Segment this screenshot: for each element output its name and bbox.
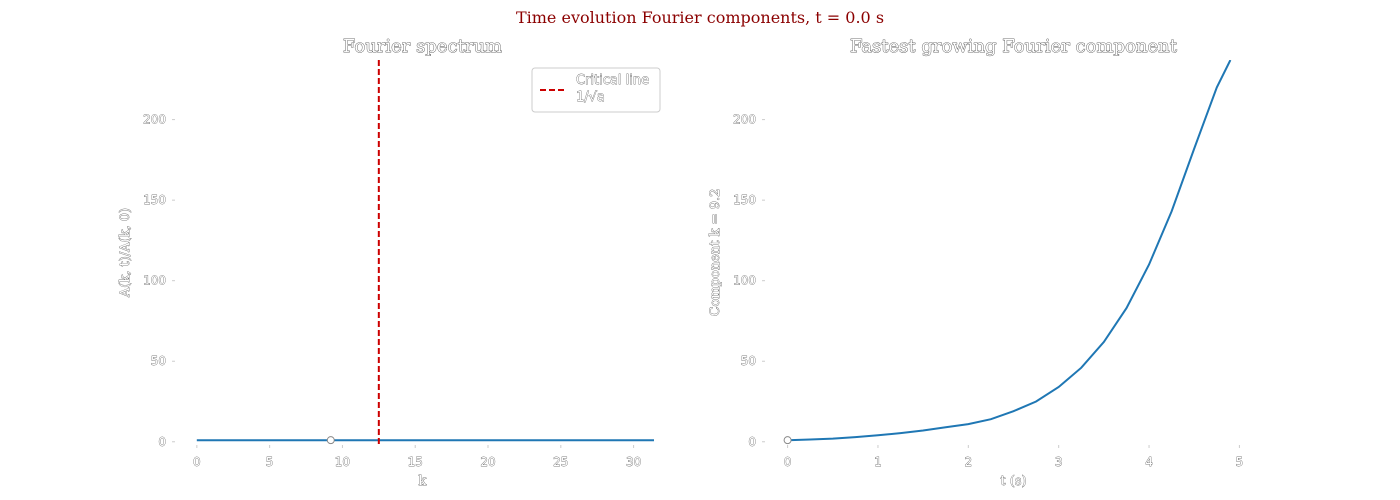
x-axis-label: t (s) (1000, 474, 1026, 489)
y-tick-label: 100 (143, 274, 166, 288)
current-point-marker (783, 436, 792, 445)
legend-label: 1/√a (576, 90, 605, 105)
panel-title: Fourier spectrum (343, 36, 502, 57)
x-tick-label: 1 (874, 455, 882, 469)
x-tick-label: 30 (626, 455, 641, 469)
y-tick-label: 0 (748, 435, 756, 449)
x-tick-label: 3 (1055, 455, 1063, 469)
fastest-growing-component-panel: Fastest growing Fourier component0501001… (708, 36, 1244, 490)
y-tick-label: 100 (733, 274, 756, 288)
x-tick-label: 15 (408, 455, 423, 469)
current-point-marker (326, 436, 335, 445)
legend-label: Critical line (576, 73, 649, 88)
x-tick-label: 5 (1236, 455, 1244, 469)
legend-box (531, 67, 661, 113)
figure-title: Time evolution Fourier components, t = 0… (516, 8, 884, 27)
x-tick-label: 0 (193, 455, 201, 469)
panel-title: Fastest growing Fourier component (850, 36, 1178, 57)
x-tick-label: 25 (553, 455, 568, 469)
y-tick-label: 200 (143, 113, 166, 127)
y-tick-label: 0 (158, 435, 166, 449)
y-tick-label: 50 (741, 354, 756, 368)
x-tick-label: 20 (480, 455, 495, 469)
y-tick-label: 150 (143, 193, 166, 207)
y-tick-label: 200 (733, 113, 756, 127)
x-tick-label: 5 (266, 455, 274, 469)
y-axis-label: Component k = 9.2 (708, 189, 723, 317)
x-tick-label: 0 (784, 455, 792, 469)
x-tick-label: 2 (964, 455, 972, 469)
x-tick-label: 10 (335, 455, 350, 469)
x-axis-label: k (419, 474, 427, 489)
y-tick-label: 50 (151, 354, 166, 368)
x-tick-label: 4 (1145, 455, 1153, 469)
y-axis-label: A(k, t)/A(k, 0) (118, 208, 133, 298)
y-tick-label: 150 (733, 193, 756, 207)
fourier-spectrum-panel: Fourier spectrum 0 50 100 150 200 0 5 10 15 20 25 30… (118, 36, 661, 489)
series-line (787, 60, 1232, 442)
